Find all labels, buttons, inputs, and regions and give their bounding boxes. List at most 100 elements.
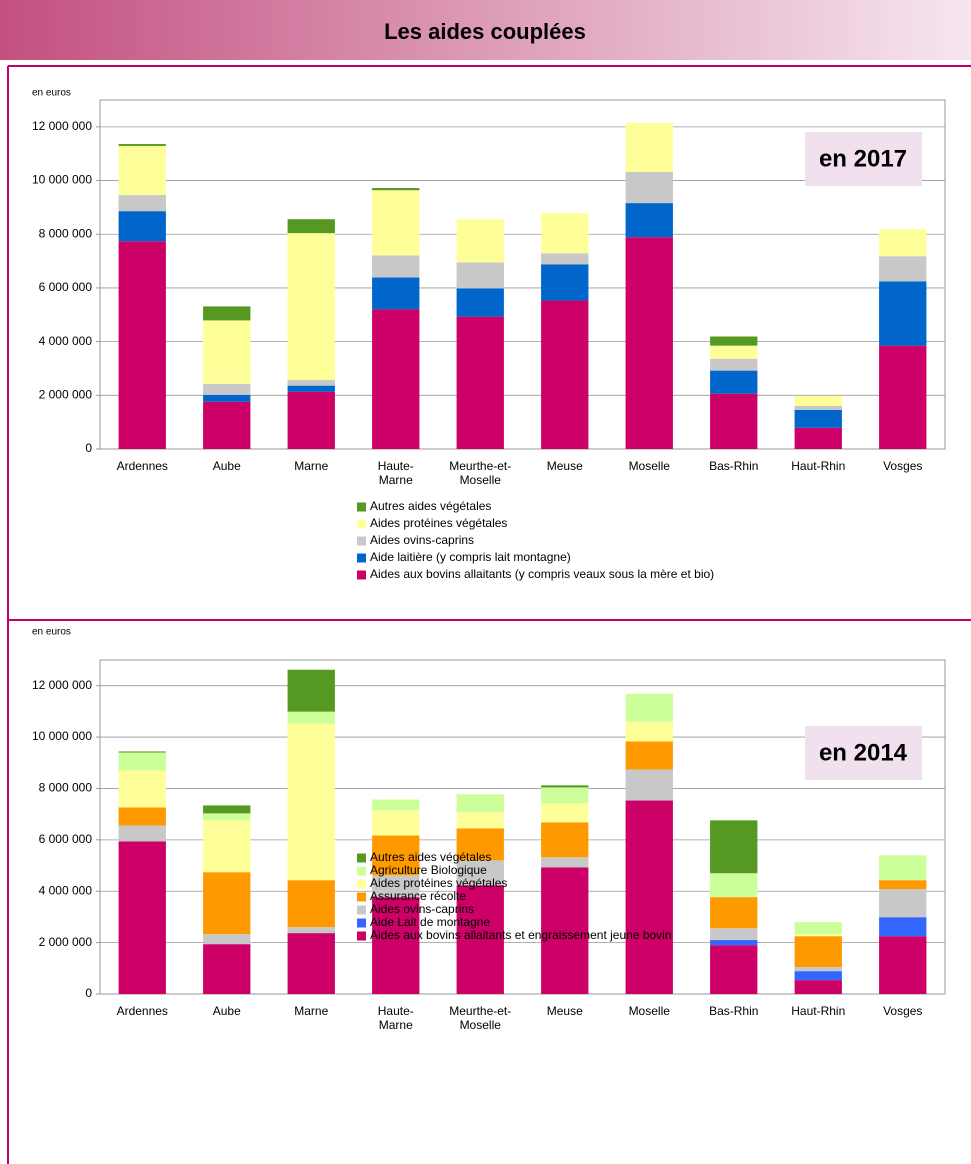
bar-segment bbox=[118, 751, 166, 753]
legend-label: Aides ovins-caprins bbox=[370, 902, 474, 916]
bar-segment bbox=[456, 812, 504, 829]
x-tick-label: Marne bbox=[294, 459, 329, 473]
legend-label: Aides aux bovins allaitants (y compris v… bbox=[370, 567, 714, 581]
bar-segment bbox=[287, 385, 335, 392]
legend-swatch bbox=[357, 519, 366, 529]
bar-segment bbox=[372, 255, 420, 278]
bar-segment bbox=[710, 370, 758, 394]
bar-segment bbox=[287, 711, 335, 724]
legend-swatch bbox=[357, 570, 366, 580]
bar-segment bbox=[879, 229, 927, 257]
bar-segment bbox=[710, 345, 758, 359]
y-axis-label: en euros bbox=[32, 88, 71, 99]
x-tick-label: Haut-Rhin bbox=[791, 459, 846, 473]
bar-segment bbox=[287, 669, 335, 712]
bar-segment bbox=[118, 825, 166, 842]
y-tick-label: 4 000 000 bbox=[39, 883, 93, 897]
bar-segment bbox=[372, 835, 420, 876]
bar-segment bbox=[118, 211, 166, 242]
bar-segment bbox=[879, 889, 927, 918]
y-tick-label: 10 000 000 bbox=[32, 729, 92, 743]
y-tick-label: 2 000 000 bbox=[39, 935, 93, 949]
bar-segment bbox=[541, 803, 589, 823]
legend-label: Aides aux bovins allaitants et engraisse… bbox=[370, 928, 672, 942]
bar-segment bbox=[118, 241, 166, 449]
legend-label: Aide laitière (y compris lait montagne) bbox=[370, 550, 571, 564]
bar-segment bbox=[625, 203, 673, 238]
annotation-box bbox=[805, 132, 922, 186]
x-tick-label: Haute-Marne bbox=[377, 1004, 414, 1032]
bar-segment bbox=[794, 971, 842, 981]
bar-segment bbox=[203, 383, 251, 395]
bar-segment bbox=[118, 807, 166, 826]
x-tick-label: Moselle bbox=[628, 1004, 670, 1018]
legend-label: Assurance récolte bbox=[370, 889, 466, 903]
bar-segment bbox=[287, 219, 335, 234]
bar-segment bbox=[710, 897, 758, 929]
bar-segment bbox=[541, 785, 589, 788]
bar-segment bbox=[203, 872, 251, 935]
legend-label: Agriculture Biologique bbox=[370, 863, 487, 877]
bar-segment bbox=[879, 936, 927, 994]
bar-segment bbox=[794, 967, 842, 972]
y-tick-label: 0 bbox=[85, 986, 92, 1000]
bar-segment bbox=[541, 253, 589, 265]
bar-segment bbox=[625, 693, 673, 722]
bar-segment bbox=[118, 195, 166, 212]
bar-segment bbox=[794, 922, 842, 935]
bar-segment bbox=[879, 917, 927, 937]
bar-segment bbox=[287, 379, 335, 386]
y-tick-label: 12 000 000 bbox=[32, 119, 92, 133]
x-tick-label: Aube bbox=[212, 1004, 241, 1018]
bar-segment bbox=[879, 256, 927, 282]
legend-swatch bbox=[357, 892, 366, 902]
bar-segment bbox=[879, 855, 927, 881]
x-tick-label: Bas-Rhin bbox=[709, 1004, 759, 1018]
bar-segment bbox=[456, 262, 504, 289]
bar-segment bbox=[710, 928, 758, 941]
x-tick-label: Meuse bbox=[546, 1004, 583, 1018]
bar-segment bbox=[203, 820, 251, 873]
y-tick-label: 8 000 000 bbox=[39, 226, 93, 240]
x-tick-label: Ardennes bbox=[116, 1004, 168, 1018]
bar-segment bbox=[287, 927, 335, 934]
bar-segment bbox=[118, 770, 166, 808]
x-tick-label: Meurthe-et-Moselle bbox=[449, 459, 512, 487]
x-tick-label: Moselle bbox=[628, 459, 670, 473]
bar-segment bbox=[794, 395, 842, 406]
y-tick-label: 2 000 000 bbox=[39, 387, 93, 401]
bar-segment bbox=[879, 345, 927, 449]
bar-segment bbox=[118, 752, 166, 771]
bar-segment bbox=[710, 873, 758, 898]
bar-segment bbox=[794, 405, 842, 410]
bar-segment bbox=[372, 799, 420, 811]
x-tick-label: Haut-Rhin bbox=[791, 1004, 846, 1018]
legend-swatch bbox=[357, 866, 366, 876]
legend-label: Aides ovins-caprins bbox=[370, 533, 474, 547]
legend-swatch bbox=[357, 918, 366, 928]
x-tick-label: Haute-Marne bbox=[377, 459, 414, 487]
x-tick-label: Vosges bbox=[883, 1004, 923, 1018]
x-tick-label: Bas-Rhin bbox=[709, 459, 759, 473]
x-tick-label: Meuse bbox=[546, 459, 583, 473]
bar-segment bbox=[794, 934, 842, 937]
bar-segment bbox=[203, 401, 251, 449]
y-tick-label: 12 000 000 bbox=[32, 678, 92, 692]
bar-segment bbox=[710, 945, 758, 994]
bar-segment bbox=[456, 288, 504, 317]
bar-segment bbox=[625, 237, 673, 449]
header-bar bbox=[0, 0, 971, 60]
annotation: en 2014 bbox=[819, 739, 908, 766]
bar-segment bbox=[118, 841, 166, 994]
bar-segment bbox=[541, 822, 589, 858]
bar-segment bbox=[203, 805, 251, 814]
x-tick-label: Ardennes bbox=[116, 459, 168, 473]
bar-segment bbox=[541, 300, 589, 449]
legend-swatch bbox=[357, 931, 366, 941]
annotation-box bbox=[805, 726, 922, 780]
x-tick-label: Aube bbox=[212, 459, 241, 473]
y-tick-label: 4 000 000 bbox=[39, 334, 93, 348]
y-axis-label: en euros bbox=[32, 627, 71, 638]
